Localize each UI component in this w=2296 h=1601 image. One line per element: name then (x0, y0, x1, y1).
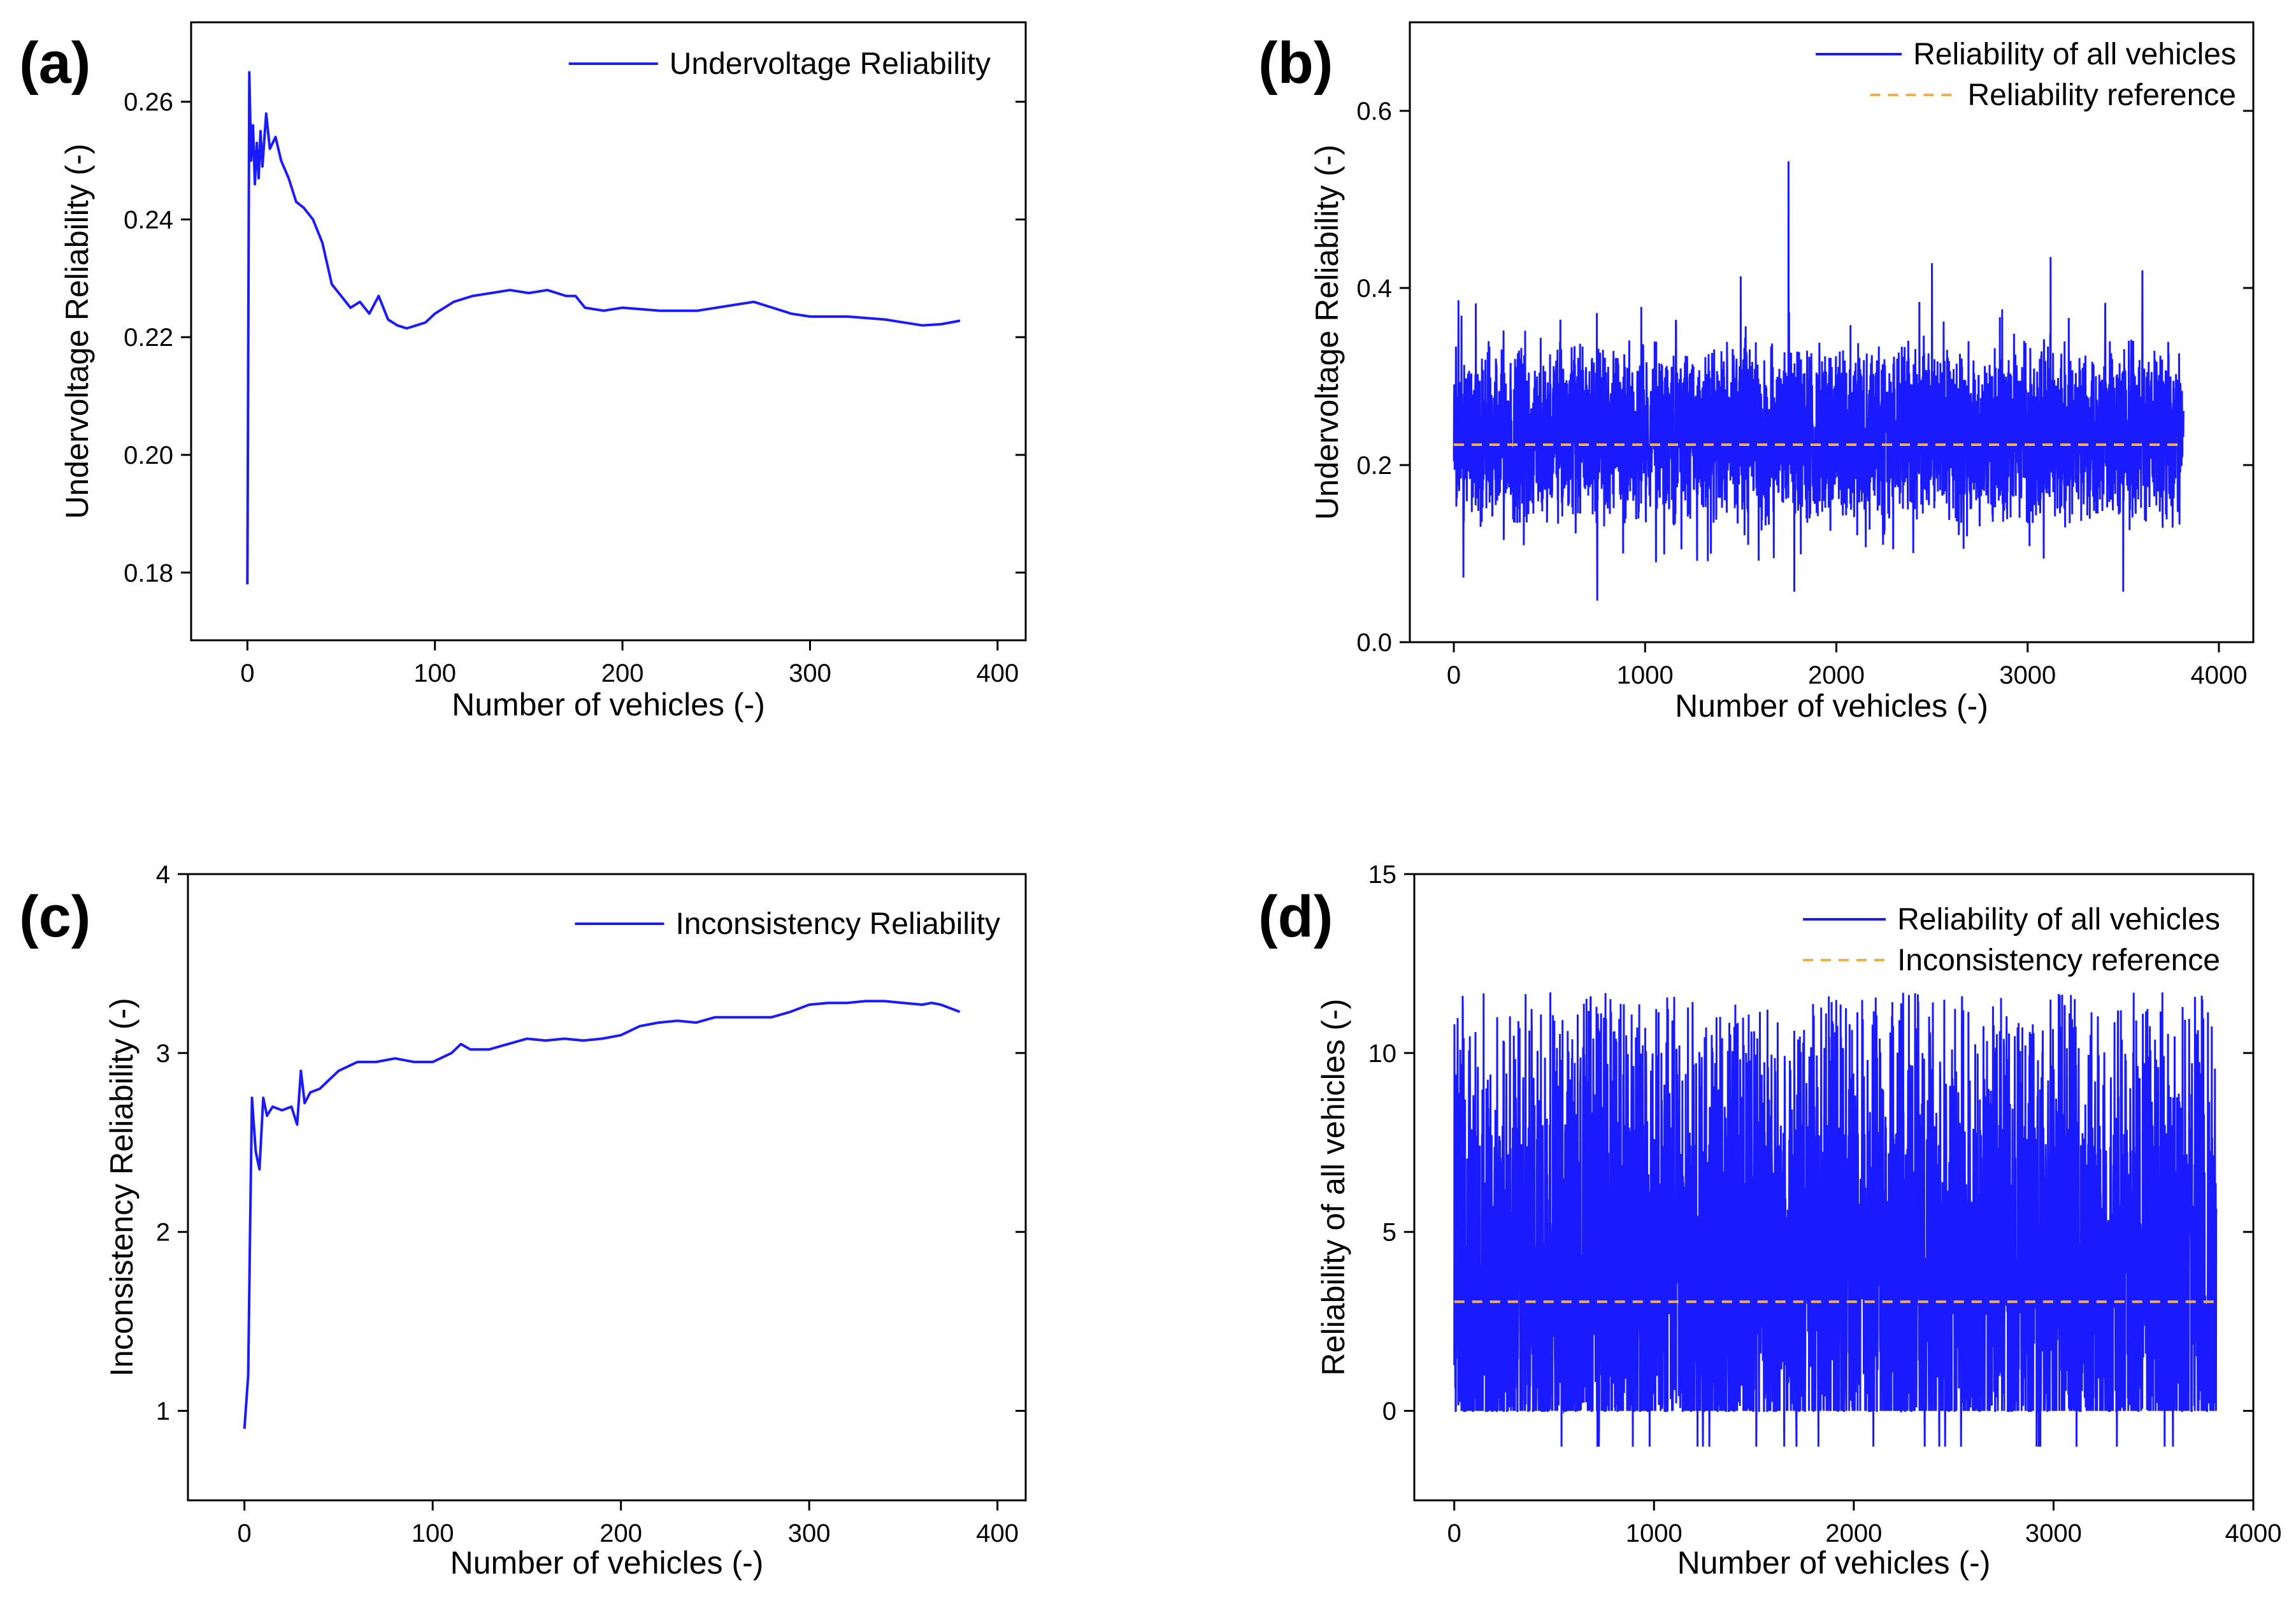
y-tick-label: 0.4 (1356, 275, 1392, 303)
y-axis-title: Undervoltage Reliability (-) (59, 143, 95, 519)
plot-frame (190, 21, 1027, 642)
legend-label: Reliability reference (1967, 78, 2236, 112)
y-axis-title: Reliability of all vehicles (-) (1316, 999, 1351, 1376)
y-tick-label: 0 (1382, 1398, 1396, 1426)
x-axis-title: Number of vehicles (-) (1675, 688, 1988, 724)
x-tick-label: 2000 (1825, 1519, 1882, 1547)
panel-label: (b) (1258, 31, 1333, 96)
series-line (246, 71, 961, 585)
y-tick-label: 0.18 (124, 559, 173, 587)
legend-label: Inconsistency reference (1897, 944, 2220, 977)
y-tick-label: 2 (156, 1219, 170, 1247)
x-tick-label: 0 (240, 659, 254, 687)
panel-label: (c) (19, 884, 90, 949)
legend-label: Inconsistency Reliability (675, 907, 1000, 941)
x-tick-label: 0 (1447, 1519, 1461, 1547)
x-tick-label: 400 (976, 659, 1019, 687)
x-tick-label: 0 (238, 1519, 252, 1547)
plot-area (246, 71, 961, 585)
panel-d: (d) 0 1000 2000 3000 4000 0 5 10 15 Number of vehi… (1258, 861, 2281, 1581)
panel-a: (a) 0 100 200 300 400 0.18 0.20 0.22 0.24 0.26 Numb… (19, 21, 1027, 722)
x-tick-label: 4000 (2225, 1519, 2282, 1547)
x-tick-label: 100 (413, 659, 456, 687)
panel-c: (c) 0 100 200 300 400 1 2 3 4 Number of vehicles (… (19, 861, 1027, 1581)
y-tick-label: 0.24 (124, 206, 173, 234)
legend-label: Reliability of all vehicles (1897, 903, 2220, 937)
series-line-all-vehicles (1453, 992, 2218, 1447)
y-tick-label: 3 (156, 1040, 170, 1068)
x-tick-label: 100 (412, 1519, 454, 1547)
x-tick-label: 3000 (2025, 1519, 2082, 1547)
legend-label: Reliability of all vehicles (1913, 38, 2236, 71)
x-tick-label: 300 (788, 1519, 831, 1547)
x-tick-label: 1000 (1617, 661, 1674, 689)
x-tick-label: 0 (1447, 661, 1461, 689)
x-tick-label: 3000 (1999, 661, 2056, 689)
y-tick-label: 5 (1382, 1219, 1396, 1247)
x-axis-title: Number of vehicles (-) (452, 687, 765, 722)
series-line-all-vehicles (1453, 161, 2185, 601)
x-tick-label: 2000 (1808, 661, 1865, 689)
y-tick-label: 0.2 (1356, 452, 1392, 480)
plot-frame (1409, 21, 2255, 643)
plot-area (1453, 992, 2218, 1447)
x-tick-label: 1000 (1626, 1519, 1683, 1547)
x-tick-label: 300 (789, 659, 831, 687)
panel-b: (b) 0 1000 2000 3000 4000 0.0 0.2 0.4 0.6 Number o… (1258, 21, 2255, 724)
plot-frame (1413, 873, 2255, 1502)
y-tick-label: 0.0 (1356, 629, 1392, 657)
y-axis-title: Inconsistency Reliability (-) (104, 998, 140, 1377)
x-tick-label: 400 (976, 1519, 1019, 1547)
panel-label: (d) (1258, 884, 1333, 949)
x-tick-label: 200 (601, 659, 644, 687)
panel-label: (a) (19, 31, 90, 96)
y-tick-label: 0.20 (124, 442, 173, 470)
y-axis-title: Undervoltage Reliability (-) (1309, 145, 1345, 520)
y-tick-label: 15 (1368, 861, 1397, 889)
x-tick-label: 4000 (2190, 661, 2247, 689)
x-axis-title: Number of vehicles (-) (1677, 1545, 1991, 1581)
x-axis-title: Number of vehicles (-) (450, 1545, 764, 1581)
y-tick-label: 0.22 (124, 324, 173, 352)
y-tick-label: 0.6 (1356, 97, 1392, 126)
plot-area (1453, 161, 2185, 601)
y-tick-label: 0.26 (124, 89, 173, 117)
y-tick-label: 10 (1368, 1040, 1397, 1068)
plot-frame (187, 873, 1027, 1502)
series-line (243, 1000, 961, 1429)
y-tick-label: 4 (156, 861, 170, 889)
x-tick-label: 200 (599, 1519, 642, 1547)
plot-area (243, 1000, 961, 1429)
legend-label: Undervoltage Reliability (670, 47, 991, 81)
y-tick-label: 1 (156, 1398, 170, 1426)
